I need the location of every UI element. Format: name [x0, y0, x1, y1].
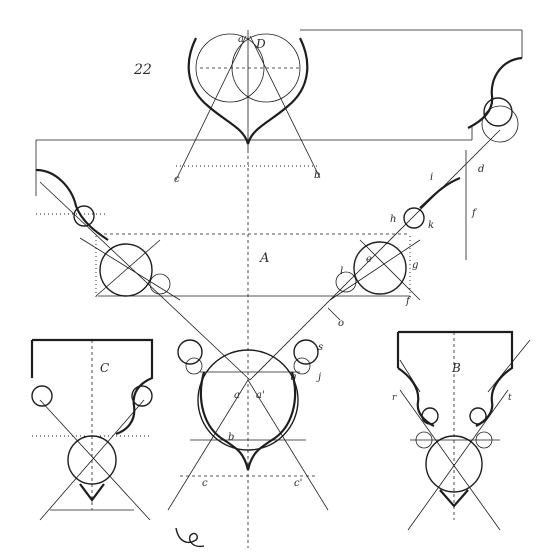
label-t: t	[508, 393, 512, 403]
plate-number: 22	[133, 62, 152, 78]
label-o: o	[338, 318, 344, 329]
upper-right-moulding: d i f h k e g l f	[249, 56, 523, 381]
label-figure-c: C	[100, 361, 109, 375]
figure-b-profile	[398, 330, 514, 427]
figure-c: C	[30, 338, 154, 521]
label-k: k	[428, 220, 434, 231]
label-figure-b: B	[451, 361, 461, 375]
upper-left-moulding	[35, 168, 251, 381]
label-figure-a: A	[259, 251, 269, 266]
label-f-lower: f	[405, 296, 412, 307]
label-c-prime: c'	[294, 478, 302, 489]
label-h: h	[390, 214, 396, 225]
label-r: r	[392, 393, 397, 403]
label-g: g	[412, 260, 418, 271]
label-l: l	[340, 266, 343, 277]
figure-a-profile	[199, 371, 297, 471]
label-b-center: b	[228, 432, 234, 443]
label-q: q	[290, 372, 296, 383]
label-s: s	[318, 342, 323, 353]
figure-d: D a c b	[174, 30, 320, 185]
figure-c-profile	[32, 338, 154, 436]
engraver-mark	[175, 527, 205, 548]
label-j: j	[316, 372, 321, 383]
label-a-top: a	[238, 34, 244, 45]
label-i: i	[430, 172, 433, 183]
label-a-left: a	[234, 390, 240, 401]
label-c-bottom: c	[202, 478, 208, 489]
construction-frame: A	[35, 29, 523, 548]
figure-b: B r t	[392, 330, 531, 531]
label-c-top: c	[174, 174, 180, 185]
label-e: e	[366, 254, 372, 265]
label-figure-d: D	[255, 37, 266, 51]
figure-a: c' c b a a' q s j o	[167, 307, 344, 511]
label-b-top: b	[314, 170, 320, 181]
label-d: d	[478, 164, 484, 175]
label-a-right: a'	[256, 390, 265, 401]
label-f-right: f	[471, 208, 478, 219]
